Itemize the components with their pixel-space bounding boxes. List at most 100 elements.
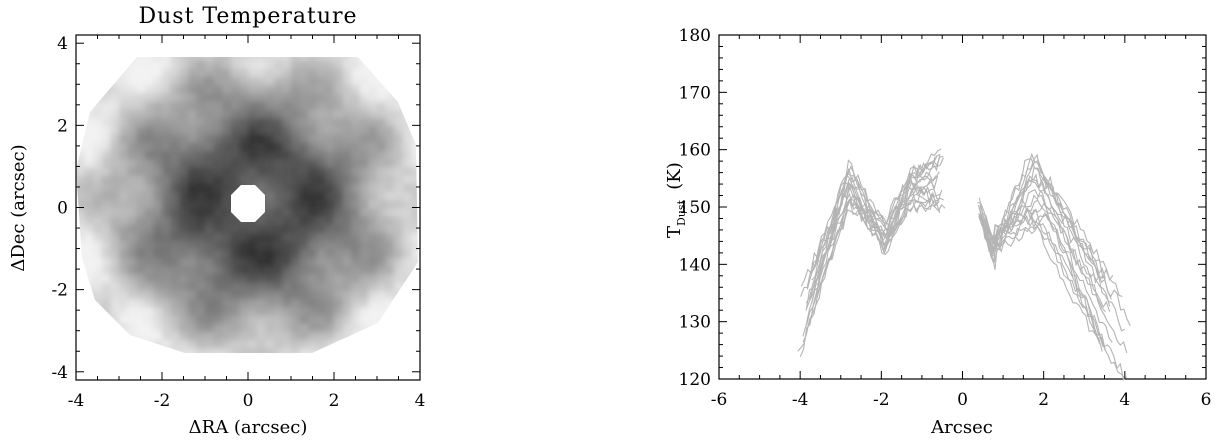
heatmap-cell <box>394 297 404 308</box>
heatmap-cell <box>308 92 318 102</box>
heatmap-cell <box>205 338 215 349</box>
heatmap-cell <box>93 314 103 324</box>
heatmap-cell <box>101 57 112 61</box>
heatmap-cell <box>230 108 241 119</box>
heatmap-cell <box>179 256 189 266</box>
heatmap-cell <box>273 240 284 250</box>
heatmap-cell <box>239 76 249 86</box>
heatmap-cell <box>377 166 387 176</box>
heatmap-cell <box>334 330 344 340</box>
heatmap-cell <box>377 330 387 340</box>
heatmap-cell <box>144 158 155 168</box>
heatmap-cell <box>291 297 301 308</box>
heatmap-cell <box>342 338 353 349</box>
heatmap-cell <box>101 256 112 266</box>
heatmap-cell <box>162 117 172 127</box>
heatmap-cell <box>162 364 172 373</box>
heatmap-cell <box>385 67 396 78</box>
heatmap-cell <box>213 248 224 258</box>
heatmap-cell <box>368 166 378 176</box>
heatmap-cell <box>119 314 129 324</box>
heatmap-cell <box>308 191 318 201</box>
heatmap-cell <box>214 43 224 52</box>
heatmap-cell <box>316 100 327 110</box>
heatmap-cell <box>385 232 396 242</box>
heatmap-cell <box>187 223 198 234</box>
heatmap-cell <box>265 232 275 242</box>
heatmap-cell <box>230 158 241 168</box>
heatmap-cell <box>377 174 387 184</box>
heatmap-cell <box>110 322 120 332</box>
heatmap-cell <box>196 347 206 353</box>
heatmap-cell <box>360 355 370 364</box>
heatmap-cell <box>256 232 267 242</box>
heatmap-cell <box>110 199 120 209</box>
heatmap-cell <box>196 248 206 258</box>
heatmap-cell <box>153 314 163 324</box>
heatmap-cell <box>248 100 258 110</box>
heatmap-cell <box>76 215 86 225</box>
profile-line-right <box>978 199 1113 343</box>
heatmap-cell <box>239 67 249 78</box>
heatmap-cell <box>368 158 378 168</box>
heatmap-cell <box>308 273 318 283</box>
heatmap-cell <box>351 240 361 250</box>
heatmap-cell <box>273 92 284 102</box>
heatmap-cell <box>299 191 310 201</box>
heatmap-cell <box>256 314 267 324</box>
heatmap-cell <box>248 338 258 349</box>
heatmap-cell <box>102 35 112 44</box>
heatmap-cell <box>300 355 310 364</box>
heatmap-cell <box>179 232 189 242</box>
heatmap-cell <box>127 117 138 127</box>
heatmap-cell <box>170 281 181 291</box>
heatmap-cell <box>273 108 284 119</box>
heatmap-cell <box>308 166 318 176</box>
heatmap-cell <box>334 43 344 52</box>
heatmap-cell <box>101 215 112 225</box>
heatmap-cell <box>162 199 172 209</box>
heatmap-cell <box>368 240 378 250</box>
y-tick-label: 150 <box>679 198 711 218</box>
heatmap-cell <box>239 166 249 176</box>
heatmap-cell <box>170 141 181 151</box>
heatmap-cell <box>256 100 267 110</box>
heatmap-cell <box>351 314 361 324</box>
heatmap-cell <box>153 322 163 332</box>
heatmap-cell <box>93 174 103 184</box>
heatmap-cell <box>213 265 224 275</box>
heatmap-cell <box>308 265 318 275</box>
heatmap-cell <box>110 223 120 234</box>
heatmap-cell <box>342 347 353 353</box>
heatmap-cell <box>351 92 361 102</box>
heatmap-cell <box>308 158 318 168</box>
heatmap-cell <box>342 289 353 299</box>
heatmap-cell <box>248 364 258 373</box>
heatmap-cell <box>136 215 146 225</box>
heatmap-cell <box>377 141 387 151</box>
heatmap-cell <box>196 125 206 135</box>
heatmap-cell <box>368 297 378 308</box>
heatmap-cell <box>342 84 353 94</box>
heatmap-cell <box>377 92 387 102</box>
heatmap-cell <box>385 314 396 324</box>
heatmap-cell <box>213 306 224 316</box>
heatmap-cell <box>101 158 112 168</box>
heatmap-cell <box>265 92 275 102</box>
heatmap-cell <box>205 158 215 168</box>
y-tick-label: -2 <box>51 281 68 301</box>
heatmap-cell <box>136 330 146 340</box>
heatmap-cell <box>385 256 396 266</box>
heatmap-cell <box>101 232 112 242</box>
heatmap-cell <box>334 364 344 373</box>
heatmap-cell <box>256 338 267 349</box>
heatmap-cell <box>110 232 120 242</box>
heatmap-cell <box>377 100 387 110</box>
heatmap-cell <box>222 158 232 168</box>
heatmap-cell <box>162 191 172 201</box>
heatmap-cell <box>420 290 430 299</box>
heatmap-cell <box>334 150 344 160</box>
heatmap-cell <box>334 174 344 184</box>
heatmap-cell <box>282 117 292 127</box>
heatmap-cell <box>144 289 155 299</box>
